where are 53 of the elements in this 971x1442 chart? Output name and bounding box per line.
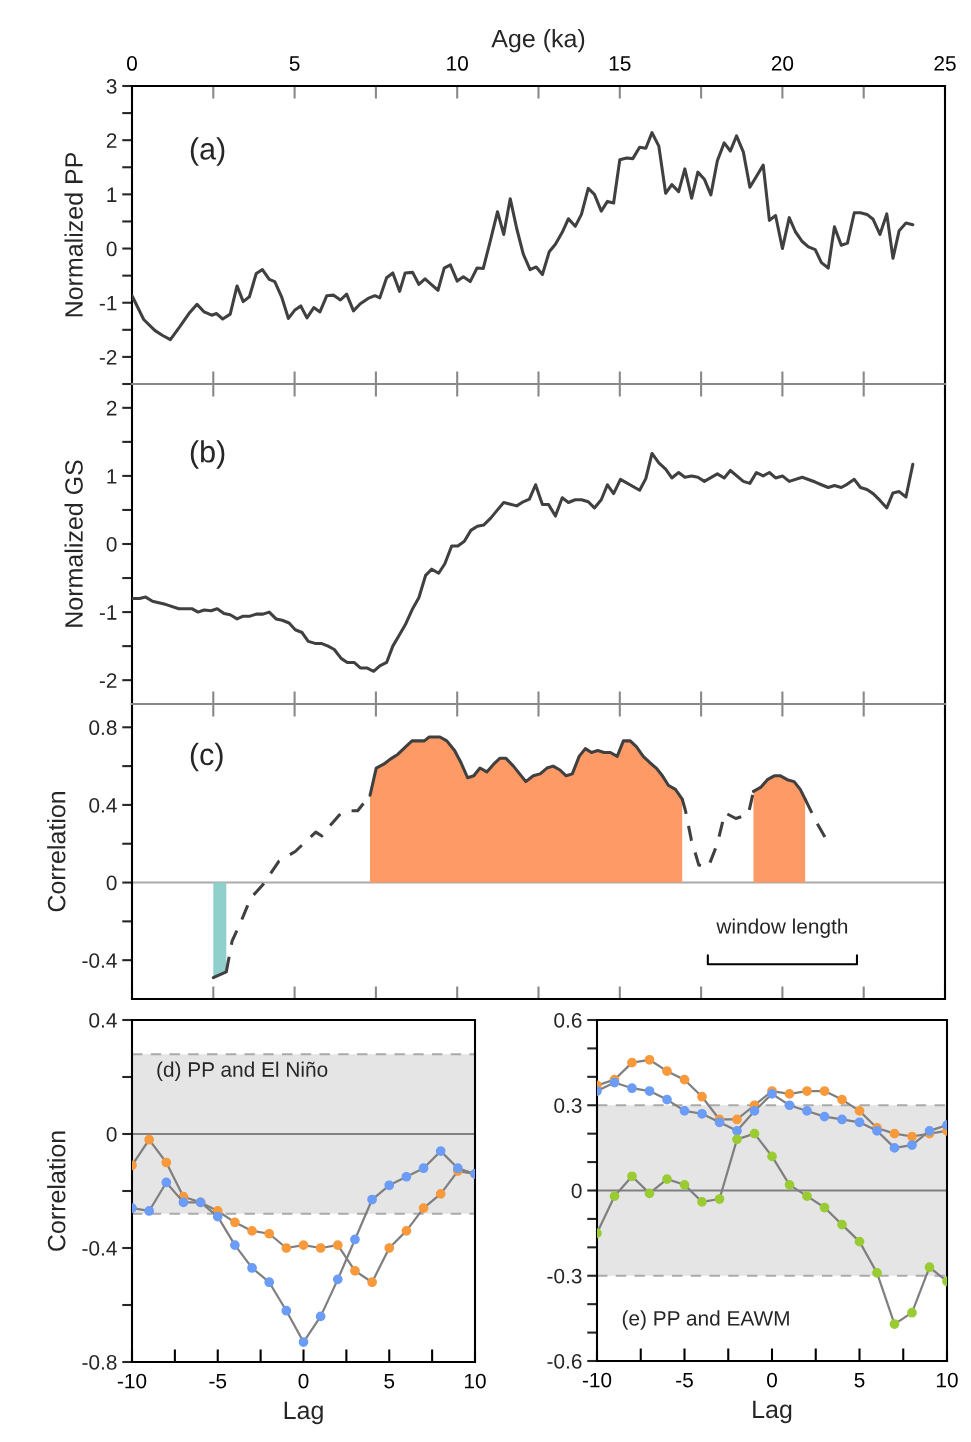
y-tick-label: -0.4 bbox=[82, 1241, 117, 1256]
annotation: (b) bbox=[190, 440, 225, 469]
x-tick-label: 10 bbox=[937, 1372, 958, 1388]
x-axis-title: Lag bbox=[753, 1400, 792, 1424]
y-tick-label: -0.8 bbox=[82, 1355, 117, 1370]
annotation: (c) bbox=[190, 742, 223, 772]
y-tick-label: -2 bbox=[99, 349, 117, 365]
y-tick-label: 0 bbox=[106, 241, 117, 257]
y-tick-label: -0.6 bbox=[547, 1354, 582, 1369]
x-tick-label: 0 bbox=[298, 1373, 309, 1389]
x-tick-label: 0 bbox=[127, 56, 137, 71]
x-axis-title: Age (ka) bbox=[491, 29, 585, 53]
annotation: (a) bbox=[190, 137, 225, 166]
annotation: (e) PP and EAWM bbox=[622, 1310, 789, 1330]
y-tick-label: -1 bbox=[99, 605, 117, 620]
y-tick-label: -0.3 bbox=[547, 1268, 582, 1284]
x-tick-label: 0 bbox=[767, 1372, 777, 1388]
y-axis-title: Normalized PP bbox=[64, 152, 83, 317]
x-tick-label: -5 bbox=[209, 1373, 227, 1389]
y-axis-title: Normalized GS bbox=[64, 460, 83, 627]
y-tick-label: 0 bbox=[106, 875, 117, 891]
x-tick-label: 10 bbox=[447, 56, 468, 71]
x-axis-title: Lag bbox=[284, 1401, 323, 1425]
x-tick-label: 5 bbox=[854, 1372, 865, 1388]
y-tick-label: 2 bbox=[106, 133, 117, 148]
y-tick-label: 0.4 bbox=[89, 1013, 117, 1028]
x-tick-label: 25 bbox=[934, 56, 956, 71]
x-tick-label: 5 bbox=[289, 56, 300, 71]
y-tick-label: -0.4 bbox=[82, 953, 117, 968]
x-tick-label: -5 bbox=[676, 1372, 693, 1388]
y-tick-label: 1 bbox=[107, 187, 117, 202]
y-tick-label: 0 bbox=[106, 537, 117, 552]
y-tick-label: 1 bbox=[107, 469, 117, 484]
y-tick-label: -1 bbox=[99, 295, 117, 311]
x-tick-label: -10 bbox=[582, 1372, 612, 1388]
y-tick-label: 2 bbox=[106, 400, 117, 416]
y-axis-title: Correlation bbox=[47, 791, 66, 912]
y-tick-label: 3 bbox=[106, 79, 117, 94]
y-tick-label: 0 bbox=[571, 1183, 582, 1199]
x-tick-label: 15 bbox=[609, 56, 631, 71]
y-tick-label: 0.4 bbox=[89, 797, 117, 813]
x-tick-label: -10 bbox=[117, 1373, 147, 1389]
y-tick-label: 0.6 bbox=[554, 1013, 582, 1028]
y-tick-label: 0.8 bbox=[89, 720, 117, 736]
annotation: (d) PP and El Niño bbox=[157, 1061, 328, 1081]
x-tick-label: 20 bbox=[771, 56, 794, 71]
x-tick-label: 10 bbox=[465, 1373, 486, 1389]
annotation: window length bbox=[716, 918, 848, 938]
y-tick-label: 0.3 bbox=[554, 1098, 582, 1113]
y-tick-label: 0 bbox=[106, 1127, 117, 1142]
x-tick-label: 5 bbox=[384, 1373, 395, 1389]
y-axis-title: Correlation bbox=[47, 1131, 66, 1251]
y-tick-label: -2 bbox=[99, 673, 117, 688]
